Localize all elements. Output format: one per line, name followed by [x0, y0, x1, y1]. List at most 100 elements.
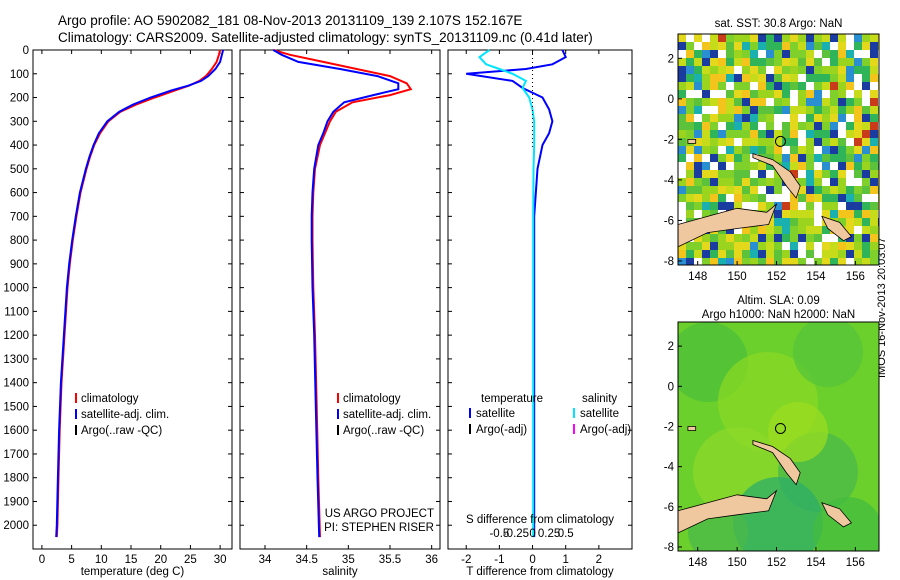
sst-cell — [710, 130, 718, 138]
sst-cell — [750, 34, 758, 42]
sst-cell — [702, 66, 710, 74]
sst-cell — [766, 250, 774, 258]
sst-cell — [846, 50, 854, 58]
sst-cell — [870, 154, 878, 162]
x-tick-label: 0 — [529, 554, 535, 566]
sst-cell — [710, 242, 718, 250]
sst-cell — [774, 42, 782, 50]
sst-cell — [846, 90, 854, 98]
sst-cell — [734, 154, 742, 162]
sst-cell — [798, 106, 806, 114]
sst-cell — [798, 242, 806, 250]
sst-cell — [830, 154, 838, 162]
sst-cell — [838, 122, 846, 130]
sst-cell — [702, 50, 710, 58]
sst-cell — [814, 74, 822, 82]
sst-cell — [766, 114, 774, 122]
sst-cell — [774, 234, 782, 242]
sst-cell — [806, 178, 814, 186]
sst-cell — [694, 250, 702, 258]
sst-cell — [806, 114, 814, 122]
sst-cell — [774, 74, 782, 82]
sst-cell — [798, 258, 806, 265]
sst-cell — [814, 186, 822, 194]
sst-cell — [678, 146, 686, 154]
sst-cell — [822, 186, 830, 194]
sla-blob — [768, 402, 828, 462]
sst-cell — [678, 58, 686, 66]
sst-cell — [854, 98, 862, 106]
depth-tick-label: 0 — [23, 45, 29, 57]
sst-cell — [678, 122, 686, 130]
sst-cell — [726, 42, 734, 50]
sst-cell — [822, 90, 830, 98]
sst-cell — [798, 162, 806, 170]
sst-cell — [774, 250, 782, 258]
sst-cell — [862, 130, 870, 138]
depth-tick-label: 600 — [10, 188, 29, 200]
sst-cell — [686, 242, 694, 250]
sst-cell — [870, 90, 878, 98]
sst-cell — [734, 186, 742, 194]
sst-cell — [694, 234, 702, 242]
x-tick-label: 36 — [425, 554, 438, 566]
sst-cell — [854, 194, 862, 202]
sst-cell — [846, 114, 854, 122]
sst-cell — [758, 242, 766, 250]
sst-cell — [862, 34, 870, 42]
sst-cell — [862, 50, 870, 58]
sst-cell — [734, 34, 742, 42]
sst-cell — [790, 50, 798, 58]
sst-cell — [694, 34, 702, 42]
sst-cell — [702, 74, 710, 82]
sst-cell — [678, 250, 686, 258]
sst-cell — [830, 234, 838, 242]
sst-cell — [798, 250, 806, 258]
sst-cell — [822, 74, 830, 82]
sst-cell — [806, 226, 814, 234]
sst-cell — [758, 170, 766, 178]
sst-cell — [686, 50, 694, 58]
sst-cell — [830, 98, 838, 106]
sst-cell — [790, 250, 798, 258]
sst-cell — [846, 242, 854, 250]
sst-cell — [822, 58, 830, 66]
sst-cell — [718, 50, 726, 58]
sst-cell — [750, 202, 758, 210]
sst-cell — [710, 90, 718, 98]
sst-cell — [814, 146, 822, 154]
plot-frame-1 — [239, 49, 441, 550]
sst-cell — [838, 82, 846, 90]
legend-label: climatology — [343, 393, 401, 405]
series-line-climatology — [273, 49, 413, 538]
sst-cell — [814, 50, 822, 58]
sst-cell — [734, 98, 742, 106]
sst-cell — [758, 82, 766, 90]
sst-cell — [686, 98, 694, 106]
land-polygon — [687, 426, 697, 431]
sst-cell — [806, 82, 814, 90]
sst-cell — [870, 170, 878, 178]
sst-cell — [742, 58, 750, 66]
sst-cell — [678, 66, 686, 74]
sst-cell — [734, 138, 742, 146]
sst-cell — [750, 226, 758, 234]
sst-cell — [742, 194, 750, 202]
sst-cell — [798, 234, 806, 242]
sst-cell — [710, 170, 718, 178]
sst-cell — [830, 258, 838, 265]
sst-cell — [870, 162, 878, 170]
sst-cell — [838, 146, 846, 154]
sst-cell — [742, 242, 750, 250]
sst-cell — [710, 154, 718, 162]
map-x-tick-label: 156 — [846, 557, 865, 569]
sst-cell — [766, 34, 774, 42]
sst-cell — [766, 122, 774, 130]
sst-cell — [782, 250, 790, 258]
sst-cell — [718, 170, 726, 178]
sst-cell — [814, 162, 822, 170]
s-tick-label: 0.5 — [558, 528, 574, 540]
depth-tick-label: 1300 — [3, 354, 29, 366]
sst-cell — [782, 162, 790, 170]
header-line-1: Argo profile: AO 5902082_181 08-Nov-2013… — [58, 13, 523, 28]
